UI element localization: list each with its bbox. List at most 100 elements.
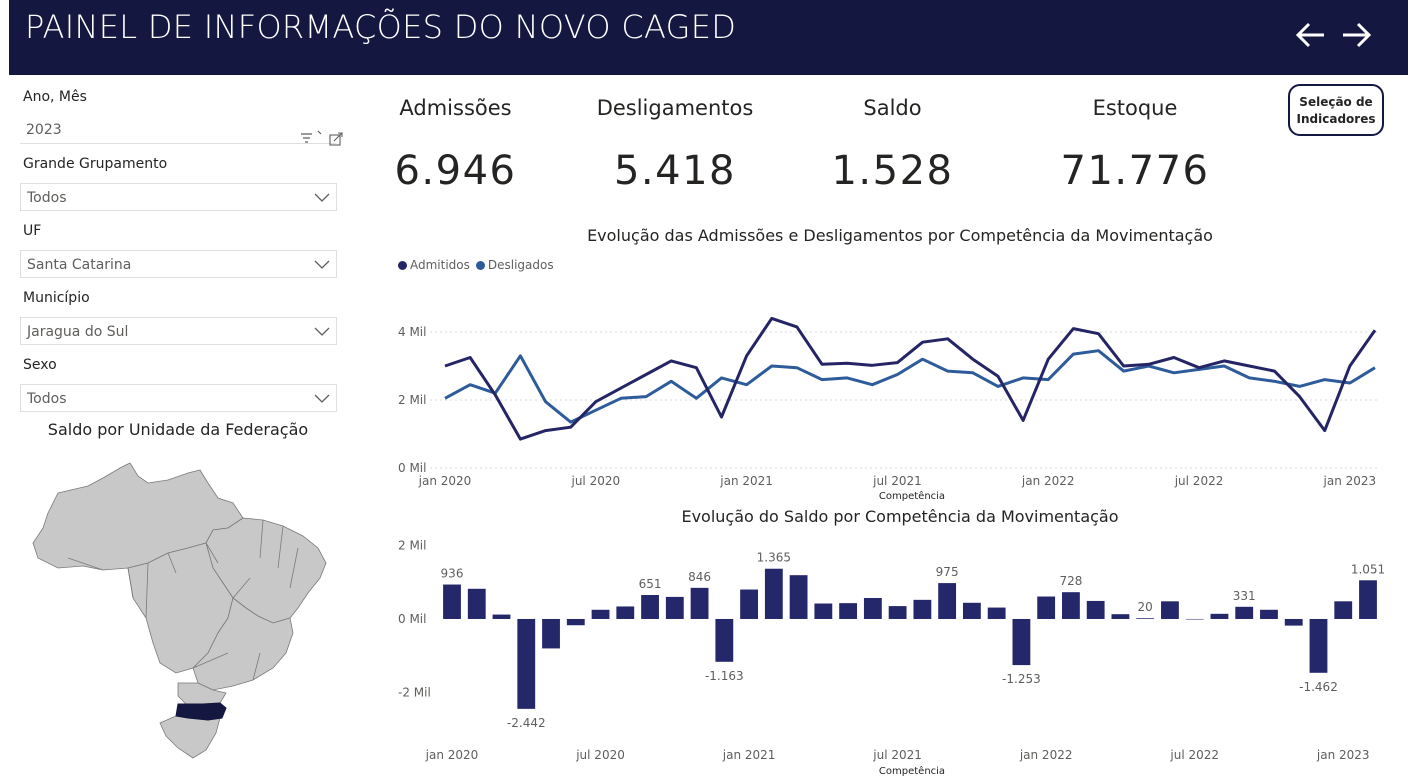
saldo-bar[interactable] (715, 618, 734, 662)
saldo-bar[interactable] (1037, 596, 1056, 619)
kpi-value-saldo: 1.528 (831, 148, 954, 194)
indicator-selection-label-2: Indicadores (1296, 112, 1376, 126)
saldo-bar[interactable] (542, 618, 560, 649)
bar-chart-title: Evolução do Saldo por Competência da Mov… (681, 507, 1119, 526)
x-tick-label: jul 2021 (872, 474, 922, 488)
header-bar: PAINEL DE INFORMAÇÕES DO NOVO CAGED (9, 0, 1408, 75)
chevron-down-icon (314, 394, 330, 403)
chevron-down-icon (314, 260, 330, 269)
filter-label-sexo: Sexo (23, 357, 57, 373)
back-button[interactable] (1294, 18, 1328, 52)
saldo-bar[interactable] (814, 603, 833, 619)
saldo-bar[interactable] (641, 595, 659, 619)
kpi-value-estoque: 71.776 (1060, 148, 1210, 194)
bar-data-label: -1.163 (705, 669, 744, 683)
filter-sexo[interactable]: Todos (20, 384, 337, 412)
filter-ano-mes[interactable]: 2023 (20, 116, 336, 144)
series-line-admitidos[interactable] (444, 316, 1377, 441)
series-line-desligados[interactable] (444, 349, 1376, 424)
line-chart[interactable]: 0 Mil 2 Mil 4 Mil jan 2020 jul 2020 jan 2021 j… (390, 300, 1409, 505)
filter-label-municipio: Município (23, 290, 90, 306)
saldo-bar[interactable] (839, 603, 858, 619)
saldo-bar[interactable] (1185, 618, 1204, 620)
filter-value-grande-grupamento: Todos (27, 190, 67, 206)
saldo-bar[interactable] (1086, 600, 1105, 619)
filter-icon[interactable] (300, 130, 345, 148)
saldo-bar[interactable] (665, 596, 684, 619)
saldo-bar[interactable] (591, 609, 610, 619)
legend-label-desligados: Desligados (487, 258, 554, 272)
saldo-bar[interactable] (962, 602, 981, 619)
saldo-bar[interactable] (1235, 606, 1254, 619)
saldo-bar[interactable] (1210, 613, 1229, 619)
map-state-santa-catarina[interactable] (175, 702, 227, 721)
saldo-bar[interactable] (616, 606, 635, 619)
x-tick-label: jul 2020 (570, 474, 620, 488)
x-tick-label: jan 2021 (722, 748, 776, 762)
x-tick-label: jan 2023 (1323, 474, 1377, 488)
filter-label-ano-mes: Ano, Mês (23, 89, 87, 105)
legend-item-desligados[interactable]: Desligados (475, 258, 554, 272)
saldo-bar[interactable] (789, 575, 808, 619)
bar-data-label: -2.442 (507, 716, 546, 730)
kpi-value-admissoes: 6.946 (394, 148, 517, 194)
saldo-bar[interactable] (690, 587, 709, 619)
saldo-bar[interactable] (1062, 592, 1080, 619)
y-tick-label: 0 Mil (398, 612, 426, 626)
saldo-bar[interactable] (443, 584, 461, 619)
legend-dot (398, 260, 407, 270)
filter-municipio[interactable]: Jaragua do Sul (20, 317, 337, 345)
filter-value-sexo: Todos (27, 391, 67, 407)
saldo-bar[interactable] (467, 588, 486, 619)
saldo-bar[interactable] (1260, 609, 1278, 619)
saldo-bar[interactable] (863, 597, 882, 619)
filter-grande-grupamento[interactable]: Todos (20, 183, 337, 211)
saldo-bar[interactable] (1161, 601, 1179, 619)
bar-chart[interactable]: -2 Mil 0 Mil 2 Mil 936 -2.442 651 846 -1.163 1.3… (390, 528, 1409, 777)
bar-data-label: 1.051 (1351, 562, 1385, 576)
y-tick-label: 0 Mil (398, 461, 426, 475)
kpi-label-estoque: Estoque (1092, 96, 1178, 120)
kpi-label-saldo: Saldo (863, 96, 922, 120)
saldo-bar[interactable] (740, 589, 758, 619)
x-tick-label: jan 2020 (425, 748, 479, 762)
indicator-selection-label-1: Seleção de (1299, 95, 1373, 109)
saldo-bar[interactable] (938, 583, 957, 619)
saldo-bar[interactable] (1309, 618, 1328, 673)
chevron-down-icon (314, 193, 330, 202)
y-tick-label: 2 Mil (398, 393, 426, 407)
saldo-bar[interactable] (517, 618, 536, 709)
legend-item-admitidos[interactable]: Admitidos (398, 258, 470, 272)
line-chart-legend: Admitidos Desligados (398, 258, 554, 272)
map-title: Saldo por Unidade da Federação (47, 420, 309, 439)
filter-value-ano-mes: 2023 (26, 122, 62, 138)
saldo-bar[interactable] (1284, 618, 1303, 626)
indicator-selection-button[interactable]: Seleção de Indicadores (1288, 84, 1384, 136)
saldo-bar[interactable] (764, 568, 783, 619)
saldo-bar[interactable] (1359, 580, 1377, 619)
filter-label-uf: UF (23, 223, 42, 239)
filter-value-uf: Santa Catarina (27, 257, 132, 273)
forward-button[interactable] (1339, 18, 1373, 52)
kpi-value-desligamentos: 5.418 (613, 148, 736, 194)
saldo-bar[interactable] (566, 618, 585, 626)
bar-data-label: 846 (688, 570, 711, 584)
bar-data-label: 975 (936, 565, 959, 579)
bar-data-label: -1.253 (1002, 672, 1041, 686)
bar-data-label: 936 (441, 567, 464, 581)
saldo-bar[interactable] (492, 614, 511, 619)
saldo-bar[interactable] (1111, 614, 1130, 619)
brazil-map[interactable] (28, 458, 333, 763)
saldo-bar[interactable] (1136, 618, 1155, 619)
filter-label-grande-grupamento: Grande Grupamento (23, 156, 168, 172)
saldo-bar[interactable] (987, 607, 1006, 619)
filter-uf[interactable]: Santa Catarina (20, 250, 337, 278)
saldo-bar[interactable] (1012, 618, 1031, 666)
saldo-bar[interactable] (913, 599, 932, 619)
saldo-bar[interactable] (888, 606, 907, 619)
bar-data-label: 1.365 (757, 551, 791, 565)
saldo-bar[interactable] (1334, 601, 1353, 619)
bar-data-label: 20 (1138, 600, 1153, 614)
x-tick-label: jul 2022 (1169, 748, 1219, 762)
map-state-rio-grande-do-sul[interactable] (159, 715, 221, 759)
